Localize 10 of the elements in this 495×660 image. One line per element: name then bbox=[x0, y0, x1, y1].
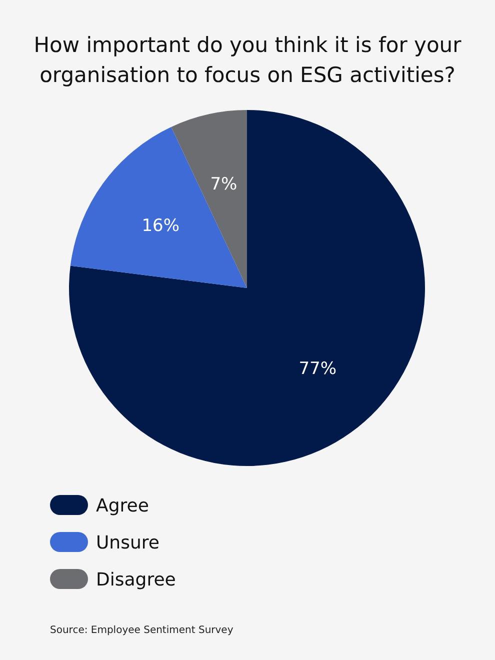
data-label: 77% bbox=[298, 359, 337, 380]
chart-title: How important do you think it is for your organisation to focus on ESG activities? bbox=[34, 33, 462, 87]
legend-label: Disagree bbox=[96, 569, 176, 590]
legend-label: Unsure bbox=[96, 532, 160, 554]
legend-label: Agree bbox=[96, 495, 149, 516]
data-label: 16% bbox=[142, 216, 180, 236]
source-note: Source: Employee Sentiment Survey bbox=[50, 625, 234, 636]
pie-slice bbox=[70, 126, 247, 288]
pie-slice bbox=[69, 110, 425, 466]
data-label: 7% bbox=[210, 174, 238, 195]
